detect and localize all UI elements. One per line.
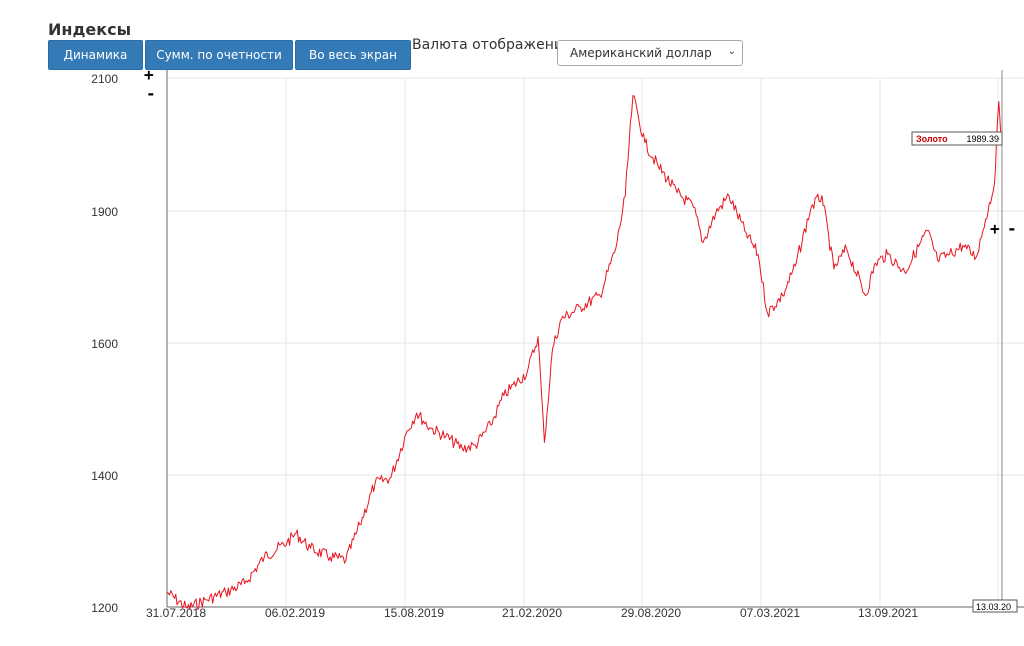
chart-toolbar: Динамика Сумм. по очетности Во весь экра… [48,40,411,70]
series-layer[interactable] [166,95,1003,610]
currency-selected-value: Американский доллар [570,46,712,60]
tooltip-value: 1989.39 [966,134,999,144]
cumulative-button[interactable]: Сумм. по очетности [145,40,293,70]
x-tick-label: 13.09.2021 [858,606,918,620]
zoom-out-x-button[interactable]: - [1007,219,1017,238]
x-tick-label: 21.02.2020 [502,606,562,620]
tick-labels: 1200 1400 1600 1900 2100 31.07.2018 06.02.2019… [91,72,918,620]
dynamics-button[interactable]: Динамика [48,40,143,70]
x-tick-label: 15.08.2019 [384,606,444,620]
fullscreen-button[interactable]: Во весь экран [295,40,411,70]
tooltip-box [911,131,1003,146]
y-tick-label: 1200 [91,601,118,615]
zoom-in-x-button[interactable]: + [990,219,1000,238]
currency-label: Валюта отображения [412,37,572,53]
y-tick-label: 2100 [91,72,118,86]
zoom-in-y-button[interactable]: + [144,65,154,84]
y-tick-label: 1900 [91,205,118,219]
axes [166,70,1024,608]
x-crosshair-box [972,599,1018,613]
tooltip: Золото 1989.39 13.03.20 [911,131,1018,613]
currency-select[interactable]: Американский доллар ⌄ [557,40,743,66]
tooltip-series-name: Золото [916,134,948,144]
chevron-down-icon: ⌄ [727,46,736,57]
y-tick-label: 1400 [91,469,118,483]
series-line-gold[interactable] [166,95,1003,610]
page-title: Индексы [48,20,132,39]
grid [167,77,1024,608]
y-tick-label: 1600 [91,337,118,351]
x-tick-label: 31.07.2018 [146,606,206,620]
x-crosshair-label: 13.03.20 [976,602,1011,612]
zoom-out-y-button[interactable]: - [146,84,156,103]
x-tick-label: 07.03.2021 [740,606,800,620]
x-tick-label: 06.02.2019 [265,606,325,620]
x-tick-label: 29.08.2020 [621,606,681,620]
